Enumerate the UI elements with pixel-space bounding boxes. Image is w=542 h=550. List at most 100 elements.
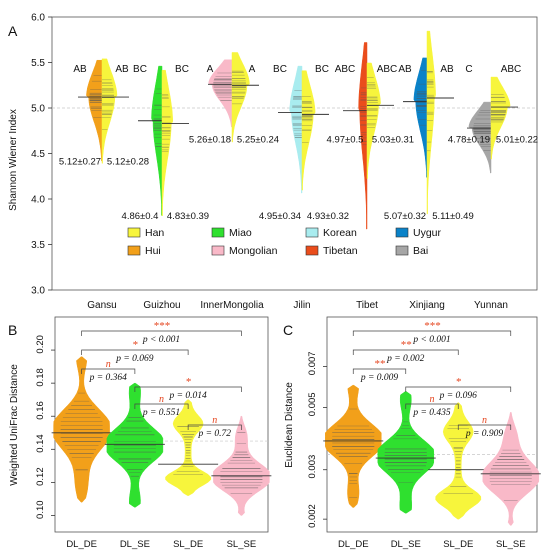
panel-a-ytick-label: 4.5 [31, 149, 45, 160]
legend-label-han: Han [145, 227, 164, 239]
panel-a-chart: 3.0 3.5 4.0 4.5 5.0 5.5 6.0 AB AB 5.12±0.27 5.12±0… [31, 13, 538, 312]
sig-letter: AB [398, 64, 412, 75]
comparison-bracket [457, 424, 512, 430]
panel-b-chart: 0.10 0.12 0.14 0.16 0.18 0.20 DL_DE DL_SE SL_DE S… [35, 316, 272, 550]
panel-b-ytick-label: 0.16 [35, 401, 46, 420]
value-label-right: 4.83±0.39 [167, 211, 209, 222]
x-category-label: Jilin [293, 300, 310, 311]
panel-c-ytick-label: 0.002 [307, 504, 318, 528]
x-category-label: DL_DE [66, 539, 97, 550]
sig-letter: AB [73, 64, 87, 75]
p-value-label: p = 0.551 [142, 408, 180, 418]
panel-a-frame [51, 16, 538, 291]
value-label-left: 5.26±0.18 [189, 135, 231, 146]
violin-InnerMongolia-Mongolian [208, 59, 233, 128]
panel-c-frame [326, 316, 538, 533]
legend-swatch-han [127, 227, 141, 238]
sig-letter: BC [133, 64, 147, 75]
p-value-label: p = 0.069 [115, 354, 154, 364]
significance-mark: n [430, 394, 435, 405]
comparison-bracket [81, 330, 242, 336]
x-category-label: Guizhou [143, 300, 180, 311]
significance-mark: *** [153, 320, 170, 332]
sig-letter: ABC [501, 64, 522, 75]
violin-Guizhou-Han [161, 69, 174, 217]
x-category-label: DL_DE [338, 539, 369, 550]
sig-letter: BC [315, 64, 329, 75]
comparison-bracket [187, 424, 242, 430]
x-category-label: Gansu [87, 300, 116, 311]
violin-Tibet-Tibetan [358, 42, 368, 230]
panel-a-ytick-label: 4.0 [31, 195, 45, 206]
legend-swatch-bai [395, 245, 409, 256]
p-value-label: p = 0.009 [360, 373, 399, 383]
value-label-left: 5.12±0.27 [59, 156, 101, 167]
sig-letter: ABC [335, 64, 356, 75]
panel-b-ytick-label: 0.12 [35, 467, 46, 486]
significance-mark: ** [374, 358, 386, 370]
panel-c-ytick-label: 0.003 [307, 455, 318, 479]
legend-swatch-mongolian [211, 245, 225, 256]
sig-letter: A [249, 64, 256, 75]
p-value-label: p = 0.909 [465, 429, 504, 439]
significance-mark: n [482, 415, 487, 426]
value-label-right: 4.93±0.32 [307, 211, 349, 222]
legend-label-mongolian: Mongolian [229, 245, 278, 257]
significance-mark: * [456, 376, 462, 388]
p-value-label: p < 0.001 [412, 335, 450, 345]
legend-label-hui: Hui [145, 245, 161, 257]
p-value-label: p = 0.435 [412, 408, 451, 418]
legend-label-uygur: Uygur [413, 227, 442, 239]
sig-letter: AB [440, 64, 454, 75]
violin-Xinjiang-Han [426, 30, 436, 215]
comparison-bracket [134, 403, 189, 409]
p-value-label: p < 0.001 [142, 335, 180, 345]
panel-b-ytick-label: 0.18 [35, 368, 46, 387]
p-value-label: p = 0.002 [386, 354, 425, 364]
comparison-bracket [81, 368, 136, 374]
comparison-bracket [352, 330, 512, 336]
x-category-label: InnerMongolia [200, 300, 264, 311]
panel-b-ylabel: Weighted UniFrac Distance [9, 364, 20, 486]
significance-mark: n [212, 415, 217, 426]
violin-Jilin-Korean [289, 65, 303, 194]
x-category-label: SL_SE [496, 539, 526, 550]
violin-Yunnan-Bai [468, 101, 492, 174]
value-label-right: 5.25±0.24 [237, 135, 279, 146]
panel-b-ytick-label: 0.20 [35, 335, 46, 354]
panel-a-ytick-label: 3.0 [31, 286, 45, 297]
p-value-label: p = 0.096 [439, 391, 478, 401]
panel-a-ylabel: Shannon Wiener Index [8, 109, 19, 211]
legend-label-miao: Miao [229, 227, 252, 239]
comparison-bracket [352, 368, 407, 374]
p-value-label: p = 0.364 [89, 373, 128, 383]
legend-swatch-uygur [395, 227, 409, 238]
x-category-label: SL_DE [443, 539, 473, 550]
p-value-label: p = 0.72 [197, 429, 231, 439]
panel-c-ylabel: Euclidean Distance [284, 382, 295, 468]
legend-swatch-tibetan [305, 245, 319, 256]
violin-Gansu-Han [101, 58, 118, 164]
value-label-right: 5.12±0.28 [107, 156, 149, 167]
value-label-left: 4.97±0.5 [327, 135, 364, 146]
significance-mark: *** [424, 320, 441, 332]
sig-letter: AB [115, 64, 129, 75]
comparison-bracket [81, 349, 189, 355]
sig-letter: BC [273, 64, 287, 75]
panel-a-ytick-label: 6.0 [31, 13, 45, 24]
comparison-bracket [134, 386, 242, 392]
panel-c-ytick-label: 0.007 [307, 351, 318, 375]
x-category-label: Yunnan [474, 300, 508, 311]
value-label-left: 4.95±0.34 [259, 211, 301, 222]
significance-mark: ** [400, 339, 412, 351]
significance-mark: n [159, 394, 164, 405]
panel-b-ytick-label: 0.10 [35, 500, 46, 519]
panel-a-ytick-label: 5.0 [31, 104, 45, 115]
value-label-left: 4.86±0.4 [122, 211, 159, 222]
x-category-label: DL_SE [120, 539, 150, 550]
sig-letter: A [207, 64, 214, 75]
panel-a-ytick-label: 5.5 [31, 58, 45, 69]
comparison-bracket [405, 403, 459, 409]
significance-mark: * [185, 376, 191, 388]
